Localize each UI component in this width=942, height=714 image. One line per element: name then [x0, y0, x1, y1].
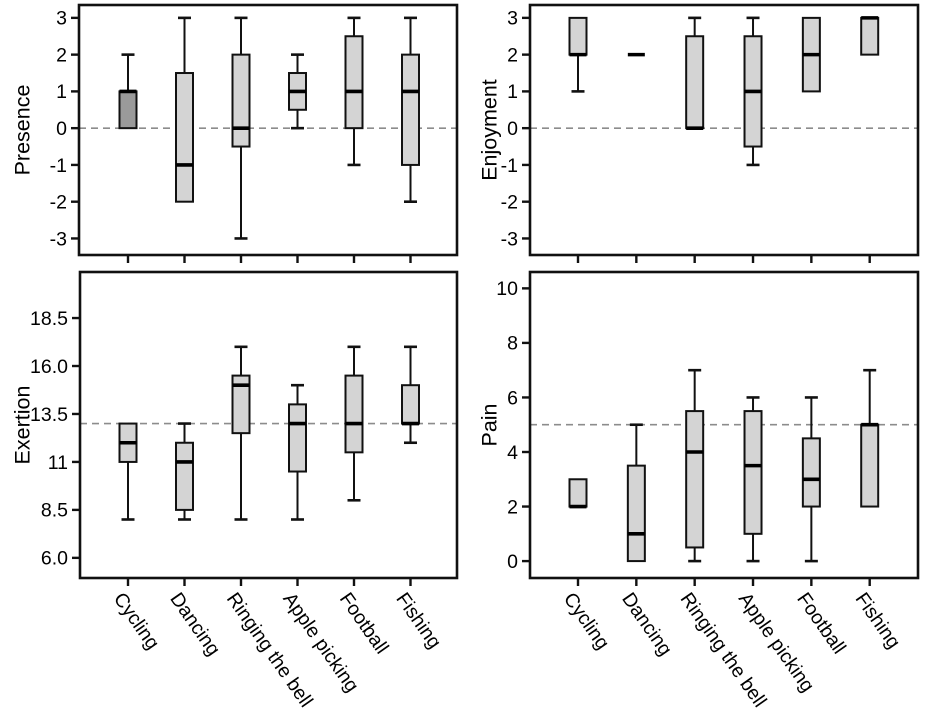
box-presence-football — [344, 16, 364, 167]
iqr-box — [743, 410, 763, 535]
box-pain-ringing-the-bell — [685, 368, 705, 563]
y-tick-label: 11 — [48, 452, 68, 474]
y-axis-enjoyment: 3 2 1 0 -1 -2 -3 — [501, 8, 530, 250]
y-tick-label: 0 — [56, 118, 67, 140]
y-tick-label: 1 — [507, 81, 518, 103]
y-tick-label: 18.5 — [30, 308, 68, 330]
plot-frame — [528, 3, 920, 257]
y-tick-label: 1 — [56, 81, 67, 103]
plot-frame — [77, 3, 459, 257]
y-tick-label: 2 — [56, 44, 67, 66]
box-presence-ringing-the-bell — [231, 16, 251, 240]
x-tick-label-cycling: Cycling — [109, 589, 164, 654]
y-tick-label: 8 — [507, 333, 518, 355]
box-enjoyment-apple-picking — [743, 16, 763, 167]
y-tick-label: 3 — [56, 8, 67, 30]
x-tick-label-dancing: Dancing — [617, 589, 676, 660]
iqr-box — [118, 90, 138, 130]
iqr-box — [860, 423, 880, 508]
box-enjoyment-football — [801, 16, 821, 93]
iqr-box — [344, 374, 364, 454]
box-pain-fishing — [860, 368, 880, 508]
iqr-box — [344, 35, 364, 130]
y-tick-label: 6 — [507, 387, 518, 409]
y-axis-pain: 10 8 6 4 2 0 — [496, 278, 530, 573]
iqr-box — [231, 53, 251, 148]
y-tick-label: 16.0 — [30, 356, 68, 378]
y-tick-label: 13.5 — [30, 404, 68, 426]
iqr-box — [801, 437, 821, 508]
iqr-box — [401, 384, 420, 425]
x-tick-label-football: Football — [792, 589, 850, 658]
x-axis-enjoyment — [576, 255, 871, 263]
y-tick-label: -3 — [50, 228, 67, 250]
y-tick-label: 8.5 — [41, 500, 68, 522]
y-tick-label: 6.0 — [41, 548, 68, 570]
box-pain-football — [801, 396, 821, 563]
ylabel-presence: Presence — [11, 85, 35, 176]
x-axis-presence — [126, 255, 412, 263]
panel-pain: 10 8 6 4 2 0 Cycling Dancing Ringing the bellApp… — [478, 270, 920, 711]
y-tick-label: -3 — [501, 228, 518, 250]
box-exertion-ringing-the-bell — [231, 345, 251, 521]
iqr-box — [231, 374, 251, 435]
iqr-box — [685, 35, 705, 130]
box-exertion-football — [344, 345, 364, 502]
box-exertion-fishing — [401, 345, 420, 445]
box-pain-cycling — [568, 478, 588, 509]
iqr-box — [626, 464, 646, 563]
y-tick-label: 4 — [507, 442, 518, 464]
y-tick-label: 0 — [507, 118, 518, 140]
box-enjoyment-cycling — [568, 16, 588, 93]
box-enjoyment-ringing-the-bell — [685, 16, 705, 130]
y-tick-label: -2 — [501, 192, 518, 214]
plot-frame — [528, 270, 920, 580]
x-tick-label-football: Football — [335, 589, 393, 658]
y-tick-label: 2 — [507, 496, 518, 518]
x-tick-label-fishing: Fishing — [391, 589, 445, 653]
y-tick-label: 0 — [507, 551, 518, 573]
box-presence-fishing — [401, 16, 420, 203]
iqr-box — [568, 16, 588, 56]
iqr-box — [568, 478, 588, 508]
y-axis-presence: 3 2 1 0 -1 -2 -3 — [50, 8, 79, 250]
y-tick-label: -2 — [50, 192, 67, 214]
y-axis-exertion: 18.5 16.0 13.5 11 8.5 6.0 — [30, 308, 80, 570]
box-presence-dancing — [175, 16, 194, 203]
iqr-box — [175, 72, 194, 203]
box-enjoyment-fishing — [860, 16, 880, 56]
box-presence-apple-picking — [288, 53, 307, 130]
y-tick-label: -1 — [50, 155, 67, 177]
y-tick-label: 2 — [507, 44, 518, 66]
panel-exertion: 18.5 16.0 13.5 11 8.5 6.0 Cycling DancingRingin… — [11, 270, 459, 711]
box-exertion-cycling — [118, 422, 138, 521]
iqr-box — [685, 410, 705, 549]
iqr-box — [860, 16, 880, 56]
box-presence-cycling — [118, 53, 138, 130]
x-tick-label-cycling: Cycling — [559, 589, 614, 654]
ylabel-pain: Pain — [478, 403, 502, 446]
iqr-box — [288, 403, 307, 473]
box-pain-dancing — [626, 423, 646, 563]
y-tick-label: 3 — [507, 8, 518, 30]
box-exertion-dancing — [175, 422, 194, 521]
panel-presence: 3 2 1 0 -1 -2 -3 Presence — [11, 3, 459, 263]
iqr-box — [401, 53, 420, 166]
ylabel-enjoyment: Enjoyment — [478, 79, 502, 181]
panel-enjoyment: 3 2 1 0 -1 -2 -3 Enjoyment — [478, 3, 920, 263]
box-pain-apple-picking — [743, 396, 763, 563]
ylabel-exertion: Exertion — [11, 386, 35, 465]
x-tick-label-fishing: Fishing — [851, 589, 905, 653]
y-tick-label: -1 — [501, 155, 518, 177]
x-tick-label-dancing: Dancing — [165, 589, 224, 660]
y-tick-label: 10 — [496, 278, 518, 300]
iqr-box — [175, 441, 194, 511]
box-exertion-apple-picking — [288, 383, 307, 521]
plot-frame — [78, 270, 459, 580]
